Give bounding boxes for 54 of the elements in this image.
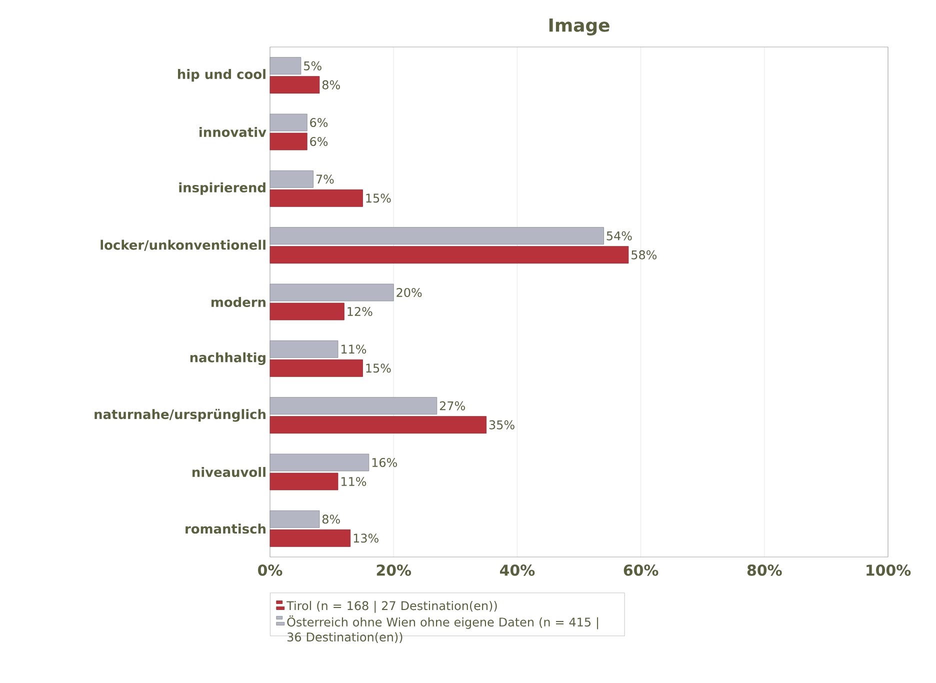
data-label: 27% [440, 401, 465, 410]
y-tick-label: niveauvoll [192, 466, 266, 478]
bar [270, 76, 320, 94]
data-label: 11% [342, 344, 366, 354]
bar [270, 246, 629, 264]
bar [270, 284, 394, 302]
bar [270, 340, 338, 358]
data-label: 8% [322, 80, 340, 90]
data-label: 54% [606, 231, 632, 240]
data-label: 7% [316, 174, 334, 184]
bar [270, 57, 302, 75]
chart-title: Image [549, 18, 610, 36]
bar [270, 114, 308, 132]
bar [270, 472, 338, 490]
y-tick-label: modern [212, 296, 266, 308]
y-tick-label: nachhaltig [190, 352, 266, 365]
bar [270, 227, 604, 245]
bar [270, 397, 438, 415]
data-label: 11% [342, 476, 366, 486]
y-tick-label: romantisch [186, 524, 266, 534]
bar [270, 454, 370, 472]
data-label: 12% [348, 306, 372, 316]
bar [270, 132, 308, 150]
data-label: 6% [310, 136, 328, 146]
x-tick-label: 80% [747, 564, 782, 576]
data-label: 13% [354, 534, 378, 543]
y-tick-label: inspirierend [179, 182, 266, 195]
data-label: 8% [322, 514, 340, 524]
bar [270, 510, 320, 528]
y-tick-label: naturnahe/ursprünglich [94, 408, 266, 422]
x-tick-label: 100% [866, 564, 911, 576]
data-label: 15% [366, 364, 391, 373]
x-tick-label: 60% [624, 564, 658, 576]
bar [270, 189, 363, 207]
y-tick-label: innovativ [200, 126, 266, 138]
bar [270, 170, 314, 188]
y-tick-label: locker/unkonventionell [100, 240, 266, 251]
data-label: 6% [310, 118, 328, 128]
bar [270, 359, 363, 377]
legend-label: Tirol (n = 168 | 27 Destination(en)) [286, 600, 497, 613]
bar [270, 302, 344, 320]
x-tick-label: 20% [376, 564, 412, 576]
data-label: 15% [366, 194, 391, 203]
data-label: 5% [304, 61, 322, 70]
data-label: 20% [396, 288, 422, 298]
y-tick-label: hip und cool [178, 69, 266, 82]
data-label: 58% [632, 250, 657, 260]
bar [270, 529, 351, 547]
legend-label: Österreich ohne Wien ohne eigene Daten (n = 415 | 36 Destination(en)) [287, 616, 598, 643]
data-label: 16% [372, 458, 397, 468]
data-label: 35% [489, 420, 514, 430]
x-tick-label: 0% [258, 564, 282, 576]
x-tick-label: 40% [500, 564, 535, 576]
bar [270, 416, 487, 434]
